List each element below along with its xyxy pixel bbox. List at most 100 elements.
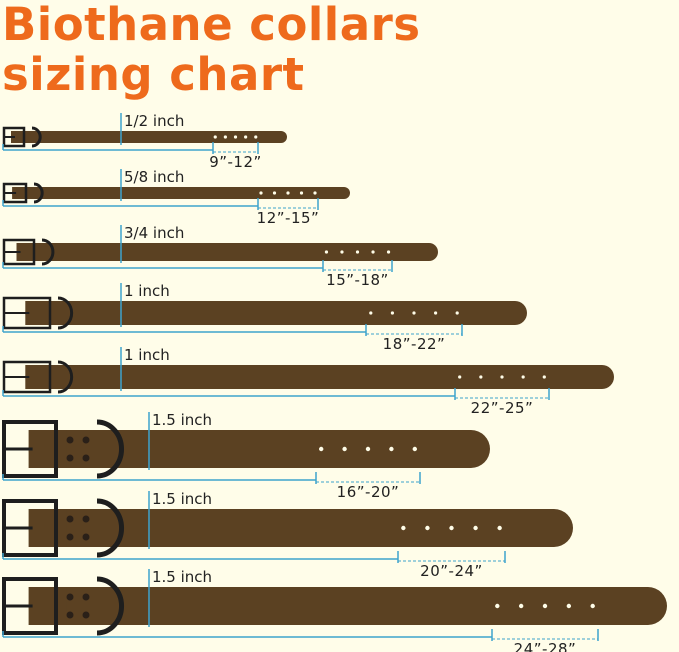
hole [542,375,546,379]
collar-2: 5/8 inch 12”-15” [2,168,350,227]
hole [497,525,502,531]
hole [286,191,290,195]
hole [324,250,329,254]
hole [244,135,248,139]
strap [25,365,615,389]
hole [479,375,483,379]
strap [28,430,490,468]
rivet-icon [82,593,90,601]
hole [319,446,324,452]
hole [259,191,263,195]
hole [365,446,371,452]
hole [434,311,438,315]
title-line-2: sizing chart [2,48,305,101]
d-ring-icon [41,238,55,266]
width-label: 1.5 inch [152,490,212,508]
hole [342,446,347,452]
size-range-label: 24”-28” [514,640,577,652]
width-label: 5/8 inch [124,168,184,186]
rivet-icon [66,611,74,619]
hole [355,250,360,254]
hole [500,375,504,379]
strap [25,301,528,325]
d-ring-icon [57,360,74,394]
hole [412,446,417,452]
hole [495,603,500,609]
collar-1: 1/2 inch 9”-12” [2,112,287,171]
strap [12,187,350,199]
size-range-label: 12”-15” [257,209,320,227]
size-range-label: 20”-24” [420,562,483,580]
collar-7: 1.5 inch 20”-24” [2,490,574,580]
hole [425,525,430,531]
collar-5: 1 inch 22”-25” [2,346,615,417]
rivet-icon [82,515,90,523]
width-label: 3/4 inch [124,224,184,242]
d-ring-icon [96,498,125,558]
collar-3: 3/4 inch 15”-18” [2,224,438,289]
hole [340,250,344,254]
collar-4: 1 inch 18”-22” [2,282,528,353]
rivet-icon [66,454,74,462]
d-ring-icon [31,126,42,148]
d-ring-icon [96,419,125,479]
hole [389,446,394,452]
strap-end [28,509,67,547]
rivet-icon [66,533,74,541]
hole [233,135,238,139]
hole [401,525,406,531]
rivet-icon [66,593,74,601]
hole [590,603,595,609]
collar-8: 1.5 inch 24”-28” [2,568,668,652]
strap-end [28,587,67,625]
hole [299,191,304,195]
d-ring-icon [96,576,125,636]
d-ring-icon [33,182,44,204]
size-range-label: 9”-12” [209,153,262,171]
strap-end [12,187,25,199]
rivet-icon [82,611,90,619]
hole [369,311,373,315]
hole [313,191,317,195]
width-label: 1 inch [124,282,170,300]
hole [521,375,525,379]
strap [16,243,438,261]
hole [371,250,375,254]
strap [28,509,574,547]
hole [458,375,462,379]
hole [566,603,572,609]
size-range-label: 22”-25” [471,399,534,417]
collar-6: 1.5 inch 16”-20” [2,411,490,501]
hole [386,250,391,254]
hole [223,135,227,139]
d-ring-icon [57,296,74,330]
size-range-label: 18”-22” [383,335,446,353]
width-label: 1.5 inch [152,411,212,429]
rivet-icon [82,533,90,541]
hole [390,311,394,315]
strap-end [16,243,35,261]
rivet-icon [66,436,74,444]
rivet-icon [82,454,90,462]
hole [449,525,454,531]
size-range-label: 15”-18” [326,271,389,289]
strap [11,131,287,143]
width-label: 1/2 inch [124,112,184,130]
hole [272,191,277,195]
hole [412,311,416,315]
hole [254,135,258,139]
rivet-icon [66,515,74,523]
hole [213,135,217,139]
strap-end [28,430,67,468]
hole [473,525,478,531]
hole [542,603,548,609]
size-range-label: 16”-20” [337,483,400,501]
title-line-1: Biothane collars [2,0,421,51]
hole [455,311,459,315]
width-label: 1 inch [124,346,170,364]
rivet-icon [82,436,90,444]
strap-end [11,131,23,143]
strap [28,587,668,625]
